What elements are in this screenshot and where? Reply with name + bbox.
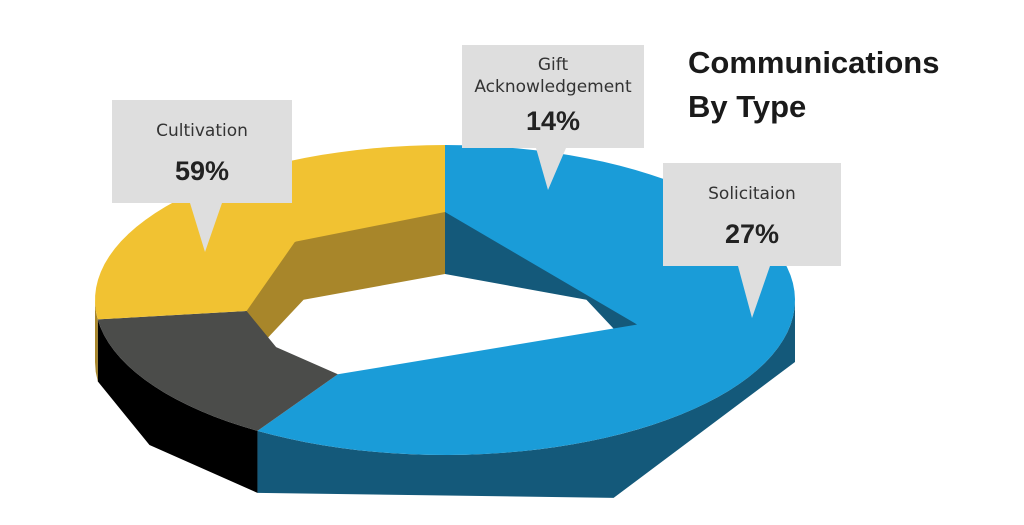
chart-title-line-1: Communications [688,45,939,80]
callout: Solicitaion 27% [663,163,841,318]
callout-label: Cultivation [156,121,248,141]
callout-value: 14% [526,106,580,136]
slice-inner-wall [245,212,445,362]
slice-outer-wall [97,319,258,493]
donut-chart [95,145,796,498]
slice-solicitaion [95,145,445,320]
callout-box [112,100,292,252]
callout-value: 27% [725,219,779,249]
callout-label-line: Acknowledgement [474,77,632,97]
slice-cultivation [257,145,796,455]
callout-label: Solicitaion [708,184,796,204]
slice-outer-wall [257,300,796,498]
callout-label-line: Gift [538,55,569,75]
slice-outer-wall [95,300,98,382]
callout-value: 59% [175,156,229,186]
chart-title: Communications By Type [688,45,939,124]
slice-gift-acknowledgement [97,311,338,431]
callout-box [462,45,644,190]
callout: Cultivation 59% [112,100,292,252]
chart-title-line-2: By Type [688,89,806,124]
callout-box [663,163,841,318]
